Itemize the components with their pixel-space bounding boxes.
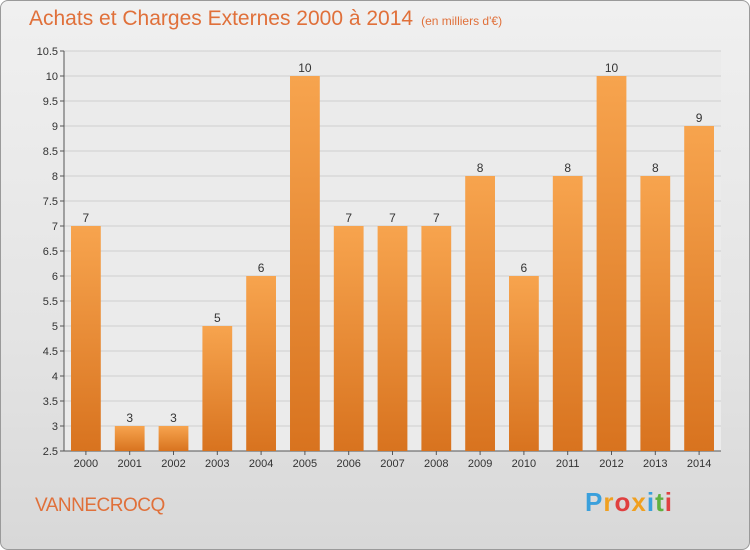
commune-name: VANNECROCQ xyxy=(35,495,165,516)
bar xyxy=(202,326,233,451)
bar xyxy=(158,426,189,451)
x-tick-label: 2003 xyxy=(205,458,229,470)
bar xyxy=(596,76,627,451)
bar xyxy=(509,276,539,451)
x-tick-label: 2002 xyxy=(161,458,185,470)
logo-letter: x xyxy=(631,487,647,517)
data-label: 9 xyxy=(696,111,703,125)
bar xyxy=(552,176,583,451)
proxiti-logo: Proxiti xyxy=(585,487,673,518)
data-label: 3 xyxy=(126,411,133,425)
bar xyxy=(246,276,276,451)
x-tick-label: 2005 xyxy=(293,458,317,470)
data-label: 5 xyxy=(214,311,221,325)
x-tick-label: 2010 xyxy=(512,458,536,470)
data-label: 10 xyxy=(605,61,619,75)
x-tick-label: 2012 xyxy=(599,458,623,470)
y-tick-label: 3 xyxy=(52,421,58,433)
y-tick-label: 8.5 xyxy=(43,146,58,158)
data-label: 7 xyxy=(345,211,352,225)
logo-letter: P xyxy=(585,487,604,517)
chart-title-text: Achats et Charges Externes 2000 à 2014 xyxy=(29,7,414,30)
bar xyxy=(114,426,145,451)
data-label: 7 xyxy=(83,211,90,225)
y-tick-label: 7 xyxy=(52,221,58,233)
y-tick-label: 8 xyxy=(52,171,58,183)
data-label: 8 xyxy=(564,161,571,175)
logo-letter: i xyxy=(646,487,656,517)
y-tick-label: 10.5 xyxy=(37,46,58,58)
data-label: 6 xyxy=(521,261,528,275)
logo-letter: o xyxy=(614,487,632,517)
y-tick-label: 9.5 xyxy=(43,96,58,108)
bar xyxy=(71,226,101,451)
x-tick-label: 2001 xyxy=(117,458,141,470)
data-label: 8 xyxy=(477,161,484,175)
data-label: 7 xyxy=(433,211,440,225)
data-label: 10 xyxy=(298,61,312,75)
y-tick-label: 5 xyxy=(52,321,58,333)
bar xyxy=(465,176,495,451)
x-tick-label: 2004 xyxy=(249,458,273,470)
y-tick-label: 2.5 xyxy=(43,446,58,458)
logo-letter: r xyxy=(603,487,615,517)
x-tick-label: 2011 xyxy=(556,458,580,470)
data-label: 8 xyxy=(652,161,659,175)
y-tick-label: 5.5 xyxy=(43,296,58,308)
x-tick-label: 2000 xyxy=(74,458,98,470)
y-tick-label: 4.5 xyxy=(43,346,58,358)
bar xyxy=(290,76,320,451)
bar xyxy=(377,226,408,451)
data-label: 6 xyxy=(258,261,265,275)
chart-title: Achats et Charges Externes 2000 à 2014 (e… xyxy=(29,7,502,31)
x-tick-label: 2007 xyxy=(380,458,404,470)
y-tick-label: 9 xyxy=(52,121,58,133)
x-tick-label: 2014 xyxy=(687,458,711,470)
bar xyxy=(421,226,452,451)
y-tick-label: 10 xyxy=(46,71,58,83)
logo-letter: t xyxy=(655,487,665,517)
bar xyxy=(333,226,364,451)
data-label: 3 xyxy=(170,411,177,425)
y-tick-label: 7.5 xyxy=(43,196,58,208)
y-tick-label: 6.5 xyxy=(43,246,58,258)
y-tick-label: 6 xyxy=(52,271,58,283)
x-tick-label: 2006 xyxy=(336,458,360,470)
x-tick-label: 2008 xyxy=(424,458,448,470)
bar xyxy=(640,176,671,451)
y-tick-label: 3.5 xyxy=(43,396,58,408)
logo-letter: i xyxy=(664,487,673,517)
x-tick-label: 2009 xyxy=(468,458,492,470)
y-tick-label: 4 xyxy=(52,371,58,383)
data-label: 7 xyxy=(389,211,396,225)
x-tick-label: 2013 xyxy=(643,458,667,470)
bar xyxy=(684,126,714,451)
chart-subtitle: (en milliers d'€) xyxy=(421,14,503,28)
